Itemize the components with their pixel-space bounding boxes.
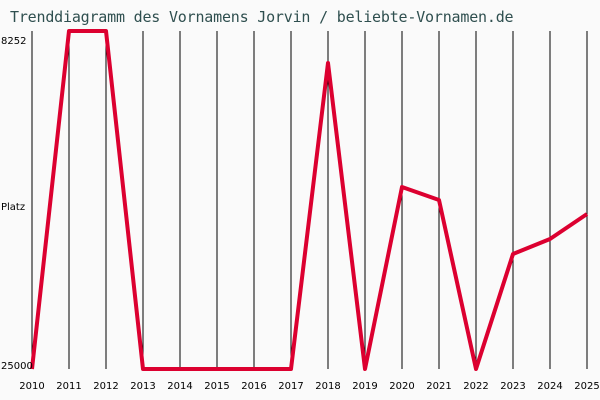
x-tick-label: 2013 — [130, 381, 156, 392]
x-tick-label: 2020 — [389, 381, 415, 392]
x-tick-label: 2011 — [56, 381, 82, 392]
x-tick-label: 2021 — [426, 381, 452, 392]
y-axis-bottom-label: 25000 — [1, 361, 33, 372]
y-axis-top-label: 8252 — [1, 36, 27, 47]
x-tick-label: 2012 — [93, 381, 119, 392]
x-tick-label: 2025 — [574, 381, 600, 392]
y-axis-title: Platz — [1, 202, 26, 213]
x-tick-label: 2014 — [167, 381, 193, 392]
x-tick-label: 2015 — [204, 381, 230, 392]
x-tick-label: 2016 — [241, 381, 267, 392]
vertical-gridlines — [31, 31, 588, 369]
x-tick-label: 2024 — [537, 381, 563, 392]
x-tick-label: 2017 — [278, 381, 304, 392]
x-tick-label: 2018 — [315, 381, 341, 392]
x-tick-label: 2010 — [19, 381, 45, 392]
x-tick-label: 2019 — [352, 381, 378, 392]
x-tick-label: 2022 — [463, 381, 489, 392]
x-tick-label: 2023 — [500, 381, 526, 392]
chart-title: Trenddiagramm des Vornamens Jorvin / bel… — [10, 8, 514, 26]
trend-line — [30, 29, 589, 371]
